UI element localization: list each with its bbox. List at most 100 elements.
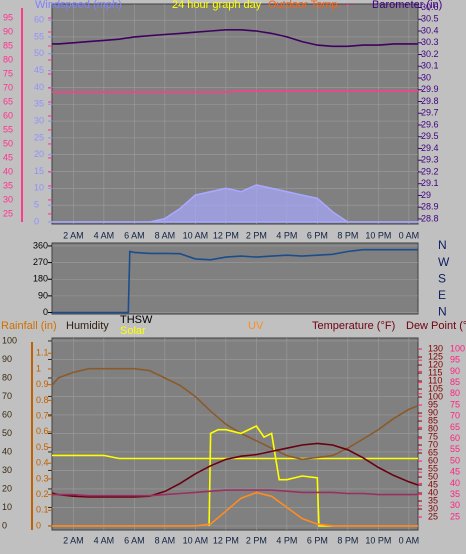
y-tick-label: 30 [421, 72, 431, 82]
x-tick-label: 10 AM [183, 535, 209, 545]
plot-area [51, 242, 419, 315]
y-tick-label: 29.6 [421, 119, 439, 129]
y-tick-label: 70 [3, 82, 13, 92]
x-tick-label: 0 AM [399, 230, 420, 240]
y-tick-label: 15 [34, 166, 44, 176]
legend-label: UV [248, 320, 264, 332]
series-line [52, 248, 418, 314]
legend-label: Barometer (in) [372, 0, 442, 11]
x-tick-label: 8 AM [155, 230, 176, 240]
y-tick-label: 65 [450, 422, 460, 432]
y-tick-label: 0 [2, 520, 7, 530]
y-tick-label: 0 [34, 216, 39, 226]
y-tick-label: 50 [2, 428, 12, 438]
legend-label: Windspeed (mph) [35, 0, 122, 11]
y-tick-label: 40 [3, 166, 13, 176]
y-tick-label: 65 [428, 447, 438, 457]
y-tick-label: 50 [3, 138, 13, 148]
y-tick-label: 70 [2, 391, 12, 401]
x-tick-label: 12 PM [213, 230, 239, 240]
y-tick-label: 60 [2, 409, 12, 419]
y-tick-label: 0.3 [36, 473, 49, 483]
y-tick-label: 30 [2, 465, 12, 475]
y-tick-label: 0.6 [36, 426, 49, 436]
y-tick-label: 0 [36, 520, 41, 530]
y-tick-label: 30.3 [421, 37, 439, 47]
y-tick-label: 40 [428, 487, 438, 497]
y-tick-label: 20 [34, 149, 44, 159]
annotation: --- [343, 0, 354, 11]
x-tick-label: 8 PM [337, 535, 358, 545]
y-tick-label: 30 [428, 503, 438, 513]
y-tick-label: 30 [34, 115, 44, 125]
y-tick-label: 25 [3, 208, 13, 218]
y-tick-label: 29.5 [421, 131, 439, 141]
y-tick-label: 50 [428, 471, 438, 481]
y-tick-label: 100 [450, 343, 465, 353]
y-tick-label: 30.2 [421, 49, 439, 59]
y-tick-label: 0 [43, 307, 48, 317]
y-tick-label: 30.6 [421, 2, 439, 12]
legend-label: Temperature (°F) [312, 320, 395, 332]
y-tick-label: 30.1 [421, 61, 439, 71]
x-tick-label: 2 AM [63, 535, 84, 545]
y-tick-label: 45 [34, 65, 44, 75]
series-line [52, 29, 418, 48]
legend-label: Dew Point (°F) [406, 320, 466, 332]
y-tick-label: 60 [428, 455, 438, 465]
direction-label: N [438, 305, 447, 319]
y-tick-label: 50 [450, 455, 460, 465]
y-tick-label: 25 [428, 511, 438, 521]
direction-label: W [438, 255, 450, 269]
y-tick-label: 85 [428, 415, 438, 425]
y-tick-label: 85 [3, 40, 13, 50]
y-tick-label: 90 [428, 407, 438, 417]
y-tick-label: 90 [450, 366, 460, 376]
y-tick-label: 28.9 [421, 202, 439, 212]
direction-label: S [438, 271, 446, 285]
axis-bar [31, 342, 33, 530]
y-tick-label: 28.8 [421, 213, 439, 223]
y-tick-label: 5 [34, 200, 39, 210]
direction-label: E [438, 288, 446, 302]
x-tick-label: 6 AM [124, 230, 145, 240]
series-line [52, 491, 418, 527]
y-tick-label: 80 [3, 54, 13, 64]
y-tick-label: 1.1 [36, 348, 49, 358]
y-tick-label: 10 [34, 183, 44, 193]
x-tick-label: 10 PM [365, 230, 391, 240]
y-tick-label: 60 [3, 110, 13, 120]
y-tick-label: 40 [34, 82, 44, 92]
y-tick-label: 75 [428, 431, 438, 441]
x-tick-label: 4 AM [94, 535, 115, 545]
y-tick-label: 70 [450, 411, 460, 421]
y-tick-label: 0.4 [36, 458, 49, 468]
y-tick-label: 40 [450, 478, 460, 488]
axis-bar [21, 8, 23, 222]
x-tick-label: 10 AM [183, 230, 209, 240]
series-line [51, 184, 419, 223]
y-tick-label: 95 [428, 399, 438, 409]
y-tick-label: 55 [3, 124, 13, 134]
y-tick-label: 55 [34, 31, 44, 41]
x-tick-label: 4 PM [276, 230, 297, 240]
y-tick-label: 29.8 [421, 96, 439, 106]
y-tick-label: 100 [2, 335, 17, 345]
y-tick-label: 60 [450, 433, 460, 443]
y-tick-label: 0.9 [36, 379, 49, 389]
y-tick-label: 90 [38, 290, 48, 300]
y-tick-label: 1 [36, 363, 41, 373]
legend-label: Solar [120, 325, 146, 337]
y-tick-label: 360 [33, 240, 48, 250]
y-tick-label: 70 [428, 439, 438, 449]
y-tick-label: 125 [428, 351, 443, 361]
y-tick-label: 35 [428, 495, 438, 505]
plot-area [51, 3, 419, 225]
y-tick-label: 30 [3, 194, 13, 204]
series-line [208, 424, 333, 527]
y-tick-label: 29 [421, 190, 431, 200]
y-tick-label: 100 [428, 391, 443, 401]
x-tick-label: 8 PM [337, 230, 358, 240]
y-tick-label: 20 [2, 483, 12, 493]
